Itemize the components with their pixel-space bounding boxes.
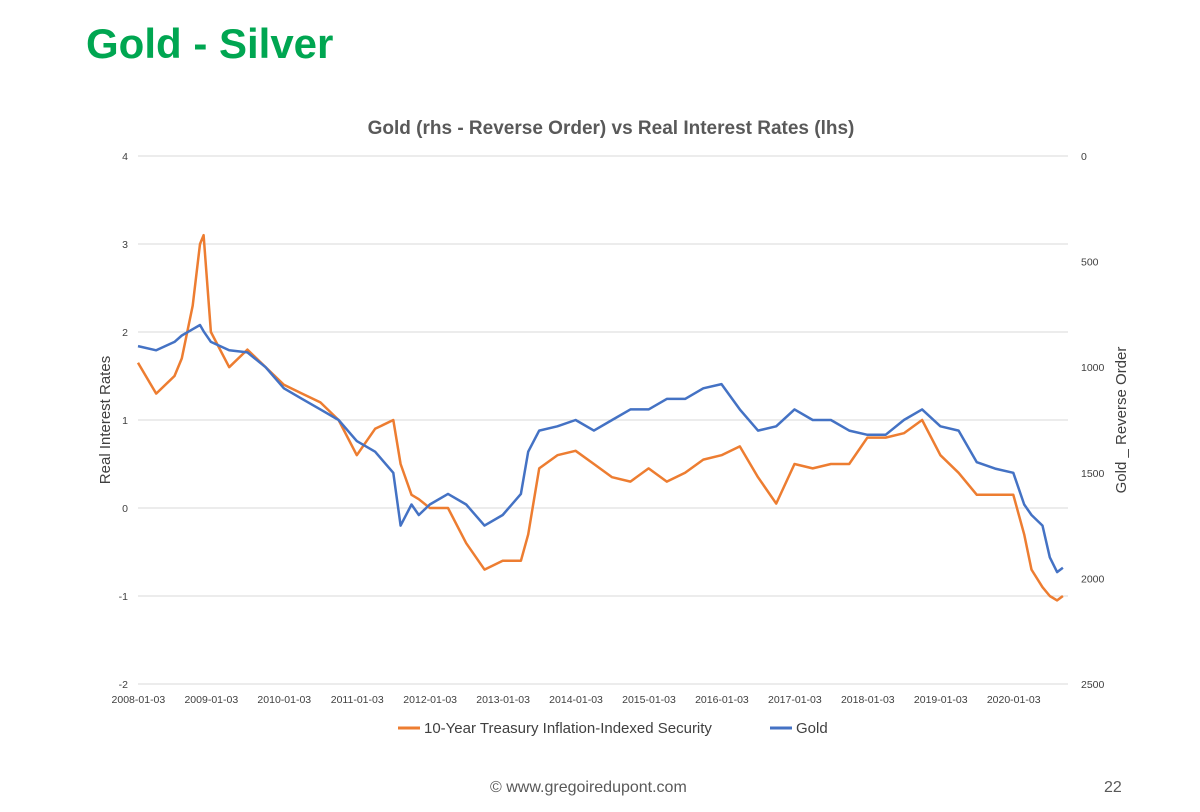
x-tick-label: 2020-01-03 [987,694,1041,706]
y2-tick-label: 1000 [1081,362,1105,374]
right-axis-ticks: 0 500 1000 1500 2000 2500 [1081,151,1105,691]
y-axis-label: Real Interest Rates [97,356,114,484]
legend-label-tips: 10-Year Treasury Inflation-Indexed Secur… [424,720,712,737]
x-tick-label: 2019-01-03 [914,694,968,706]
chart-title: Gold (rhs - Reverse Order) vs Real Inter… [368,118,855,139]
y2-tick-label: 2000 [1081,573,1105,585]
slide-title: Gold - Silver [86,20,334,67]
legend-label-gold: Gold [796,720,828,737]
grid [138,155,1068,685]
y2-tick-label: 500 [1081,257,1099,269]
x-tick-label: 2009-01-03 [184,694,238,706]
x-tick-label: 2018-01-03 [841,694,895,706]
y-tick-label: -1 [119,591,128,603]
left-axis-ticks: 4 3 2 1 0 -1 -2 [119,151,129,691]
legend: 10-Year Treasury Inflation-Indexed Secur… [398,720,828,737]
footer-copyright: © www.gregoiredupont.com [490,779,687,796]
y-tick-label: 1 [122,415,128,427]
x-axis-ticks: 2008-01-03 2009-01-03 2010-01-03 2011-01-03… [112,694,1041,706]
x-tick-label: 2008-01-03 [112,694,166,706]
x-tick-label: 2012-01-03 [403,694,457,706]
y-tick-label: 4 [122,151,128,163]
x-tick-label: 2011-01-03 [331,694,384,706]
x-tick-label: 2015-01-03 [622,694,676,706]
y2-tick-label: 1500 [1081,468,1105,480]
y-tick-label: 2 [122,327,128,339]
x-tick-label: 2017-01-03 [768,694,822,706]
x-tick-label: 2010-01-03 [257,694,311,706]
y-tick-label: 0 [122,503,128,515]
y2-axis-label: Gold _ Reverse Order [1113,347,1130,494]
y-tick-label: -2 [119,679,128,691]
y2-tick-label: 0 [1081,151,1087,163]
page-number: 22 [1104,779,1122,796]
y-tick-label: 3 [122,239,128,251]
y2-tick-label: 2500 [1081,679,1105,691]
x-tick-label: 2014-01-03 [549,694,603,706]
series-line-gold [137,323,1064,574]
series [136,233,1064,602]
series-line-tips [136,233,1064,602]
x-tick-label: 2016-01-03 [695,694,749,706]
x-tick-label: 2013-01-03 [476,694,530,706]
